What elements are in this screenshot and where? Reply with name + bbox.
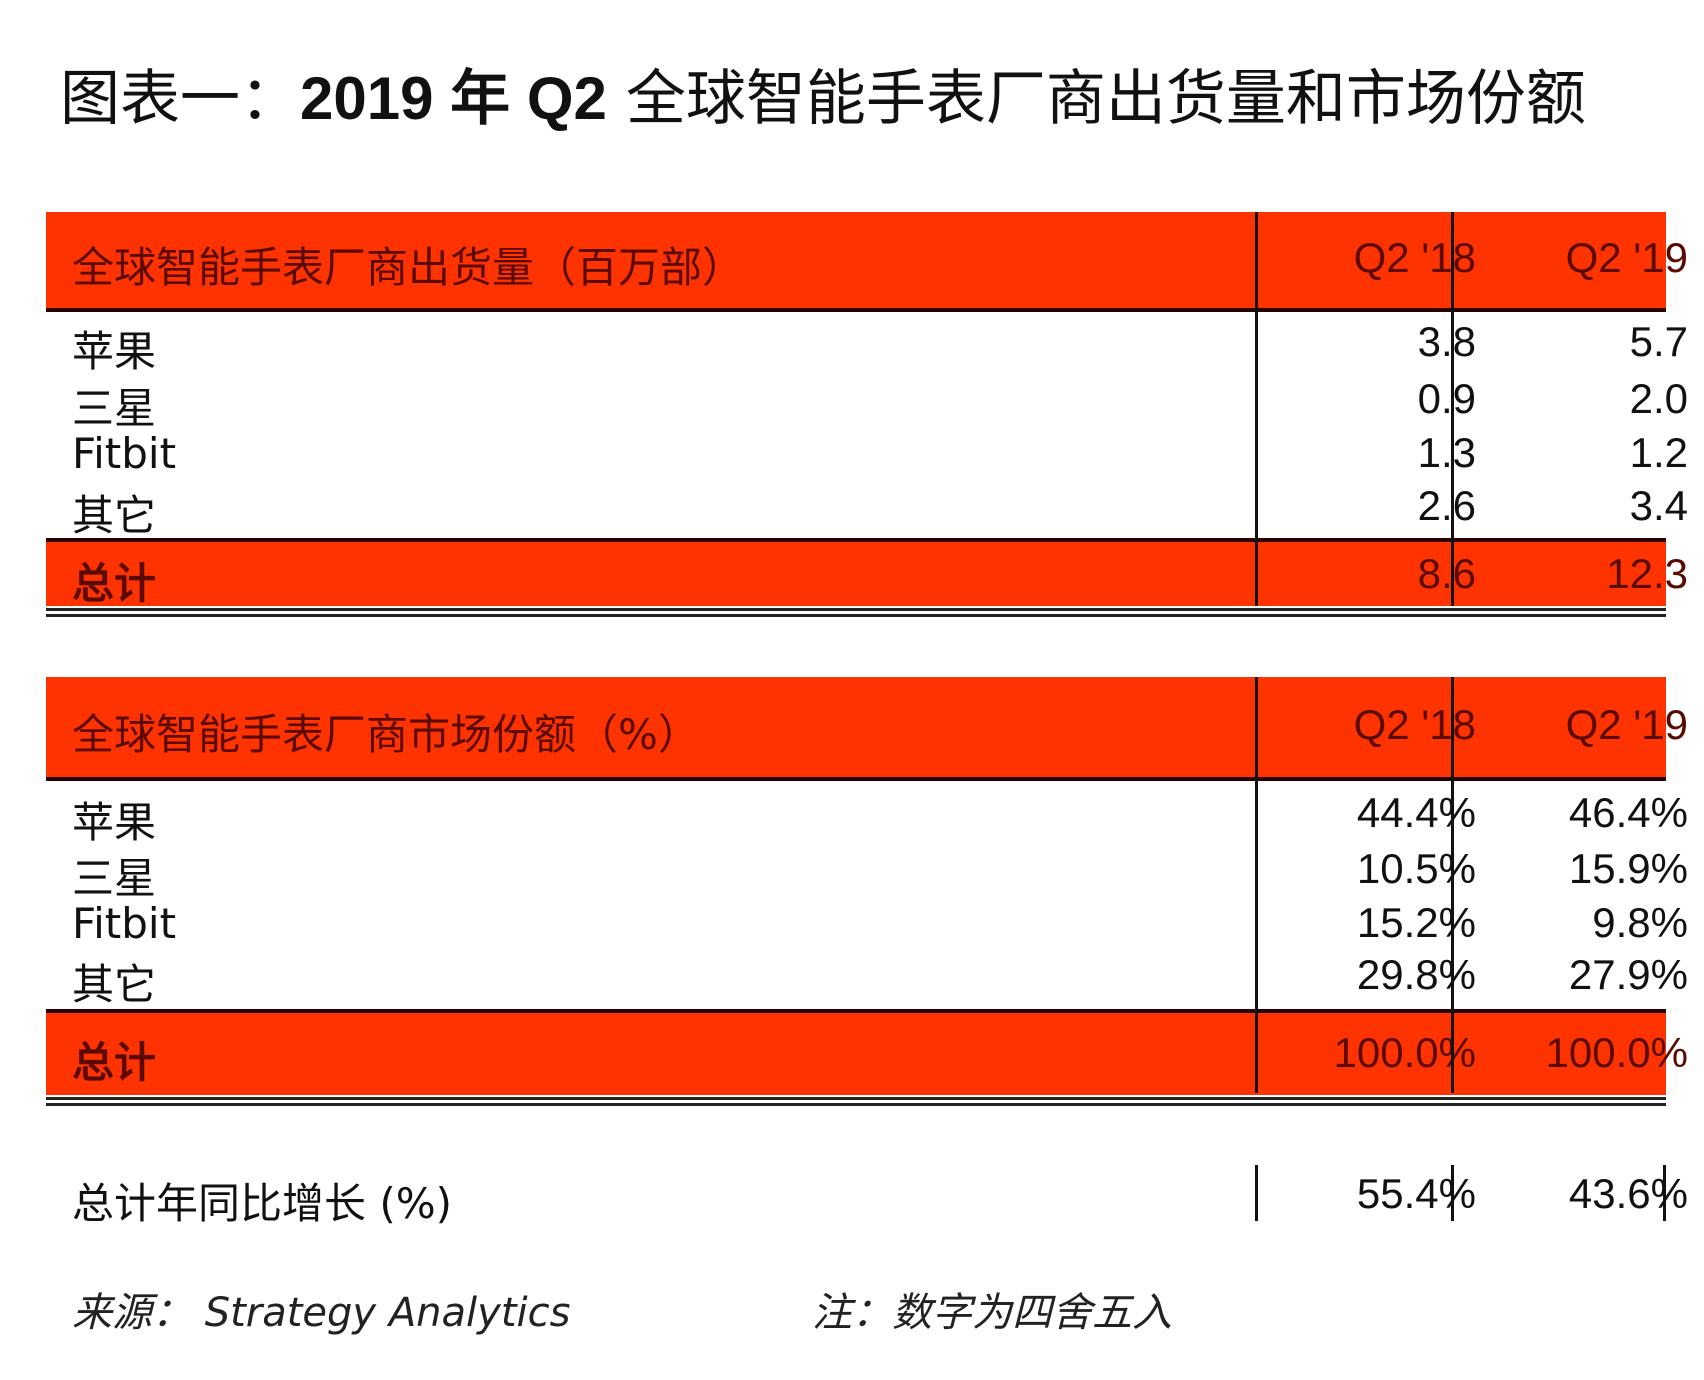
row-label: 苹果 xyxy=(72,798,157,847)
row-label: Fitbit xyxy=(72,429,177,478)
market-share-table: 全球智能手表厂商市场份额（%） Q2 '18 Q2 '19 苹果 44.4% 46.… xyxy=(46,677,1688,1107)
total-row: 总计 8.6 12.3 xyxy=(46,538,1688,608)
yoy-row: 总计年同比增长 (%) 55.4% 43.6% xyxy=(46,1165,1688,1228)
total-cell: 12.3 xyxy=(1606,550,1688,597)
rounding-note: 注：数字为四舍五入 xyxy=(812,1290,1172,1336)
cell: 2.6 xyxy=(1417,482,1476,529)
column-divider xyxy=(1451,677,1454,1093)
cell: 0.9 xyxy=(1417,375,1476,422)
cell: 3.4 xyxy=(1629,482,1688,529)
col-header: Q2 '18 xyxy=(1353,701,1476,748)
header-title: 全球智能手表厂商出货量（百万部） xyxy=(72,243,745,292)
total-cell: 8.6 xyxy=(1417,550,1476,597)
row-label: 三星 xyxy=(72,384,157,433)
cell: 29.8% xyxy=(1356,951,1476,998)
cell: 2.0 xyxy=(1629,375,1688,422)
row-label: Fitbit xyxy=(72,899,177,948)
cell: 9.8% xyxy=(1592,899,1688,946)
table-header: 全球智能手表厂商出货量（百万部） Q2 '18 Q2 '19 xyxy=(46,212,1688,312)
total-row: 总计 100.0% 100.0% xyxy=(46,1009,1688,1095)
cell: 3.8 xyxy=(1417,318,1476,365)
total-cell: 100.0% xyxy=(1545,1029,1688,1076)
row-label: 三星 xyxy=(72,854,157,903)
column-divider xyxy=(1255,212,1258,606)
source-note: 来源： Strategy Analytics xyxy=(72,1290,571,1336)
col-header: Q2 '19 xyxy=(1565,701,1688,748)
yoy-cell: 43.6% xyxy=(1568,1170,1688,1217)
cell: 5.7 xyxy=(1629,318,1688,365)
double-rule xyxy=(46,608,1666,617)
title-rest: 全球智能手表厂商出货量和市场份额 xyxy=(606,64,1586,134)
col-header: Q2 '19 xyxy=(1565,234,1688,281)
title-prefix: 图表一： xyxy=(60,64,300,134)
cell: 15.9% xyxy=(1568,845,1688,892)
cell: 1.2 xyxy=(1629,429,1688,476)
row-label: 其它 xyxy=(72,491,157,540)
column-divider xyxy=(1663,1165,1666,1221)
row-label: 苹果 xyxy=(72,327,157,376)
column-divider xyxy=(1451,212,1454,606)
title-bold: 2019 年 Q2 xyxy=(300,65,607,132)
cell: 15.2% xyxy=(1356,899,1476,946)
column-divider xyxy=(1451,1165,1454,1221)
cell: 10.5% xyxy=(1356,845,1476,892)
shipments-table: 全球智能手表厂商出货量（百万部） Q2 '18 Q2 '19 苹果 3.8 5.7 … xyxy=(46,212,1688,622)
double-rule xyxy=(46,1097,1666,1106)
column-divider xyxy=(1255,1165,1258,1221)
cell: 1.3 xyxy=(1417,429,1476,476)
row-label: 其它 xyxy=(72,960,157,1009)
total-label: 总计 xyxy=(72,559,157,608)
cell: 46.4% xyxy=(1568,789,1688,836)
total-label: 总计 xyxy=(72,1038,157,1087)
table-header: 全球智能手表厂商市场份额（%） Q2 '18 Q2 '19 xyxy=(46,677,1688,781)
column-divider xyxy=(1255,677,1258,1093)
header-title: 全球智能手表厂商市场份额（%） xyxy=(72,710,700,759)
page-title: 图表一：2019 年 Q2 全球智能手表厂商出货量和市场份额 xyxy=(60,50,1586,137)
cell: 27.9% xyxy=(1568,951,1688,998)
col-header: Q2 '18 xyxy=(1353,234,1476,281)
yoy-label: 总计年同比增长 (%) xyxy=(72,1179,453,1228)
yoy-cell: 55.4% xyxy=(1356,1170,1476,1217)
cell: 44.4% xyxy=(1356,789,1476,836)
